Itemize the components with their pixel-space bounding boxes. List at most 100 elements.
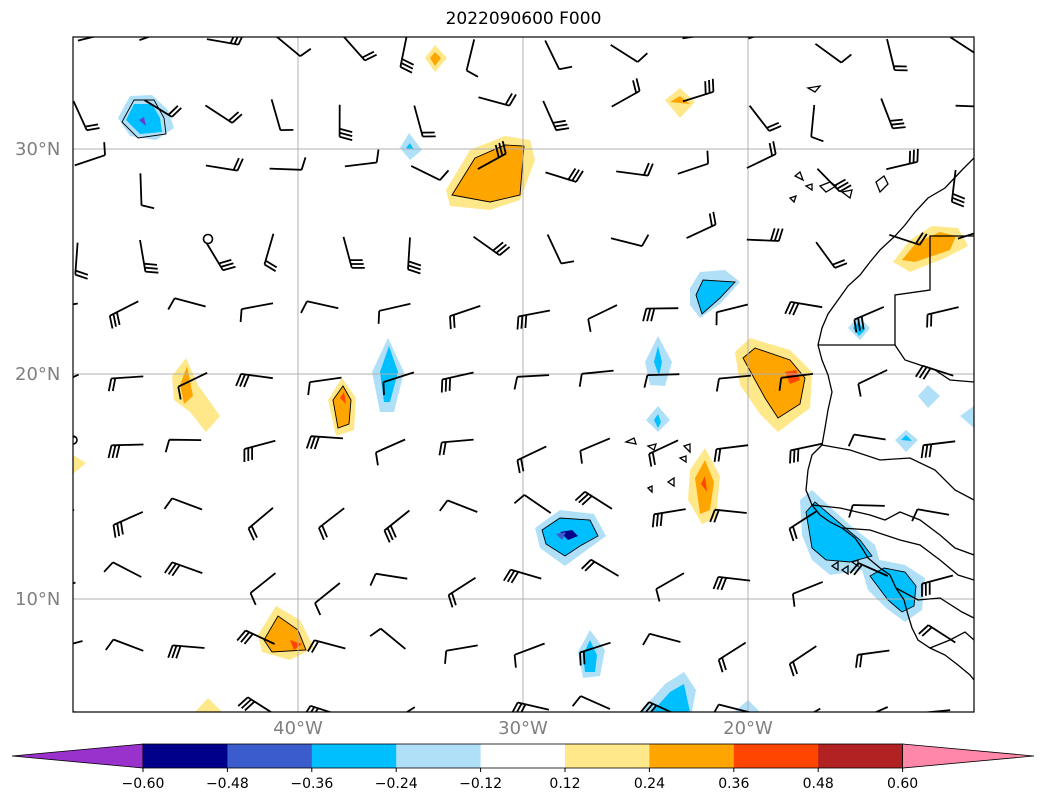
negative-anomaly-regions [118,95,974,712]
wind-barb [305,435,344,450]
wind-barb [112,511,144,538]
wind-barb [249,572,277,606]
wind-barb [746,228,784,242]
border-line [818,235,974,346]
wind-barb [849,562,889,577]
colorbar-tick-label: 0.12 [549,776,580,792]
wind-barb [713,703,750,712]
wind-barb [472,235,511,256]
colorbar-tick-label: −0.48 [206,776,249,792]
plot-frame [72,36,975,713]
anomaly-blob [73,455,86,474]
colorbar-tick-label: −0.24 [375,776,418,792]
wind-barb [300,300,339,314]
border-line [821,444,974,501]
colorbar-swatch [818,744,904,768]
anomaly-blob [654,346,662,376]
island [624,437,637,445]
wind-barb [369,572,408,586]
wind-barb [816,168,852,193]
island [875,175,889,194]
wind-barb [874,706,889,712]
wind-barb [239,302,274,323]
wind-barb [642,632,681,646]
wind-barb [709,508,747,523]
wind-barb [164,438,202,453]
wind-barb [410,165,450,181]
colorbar-swatch [649,744,735,768]
island [666,476,675,488]
wind-barb [342,236,365,269]
wind-barb [375,438,406,466]
wind-barb [318,507,345,541]
lon-label: 30°W [498,718,548,739]
contour-lines [121,99,917,653]
wind-barb [715,303,749,326]
wind-barb [788,510,817,542]
wind-barb [438,438,474,456]
wind-barb [886,38,908,72]
lat-label: 30°N [15,139,60,160]
anomaly-blob [960,406,974,428]
wind-barb [949,37,974,54]
wind-barb [513,374,550,390]
wind-barb [571,695,611,710]
anomaly-blob [290,640,302,650]
wind-barb [715,374,751,392]
wind-barb [73,100,100,132]
anomaly-blob [902,232,956,262]
wind-barb [955,104,974,108]
wind-barb [544,40,573,71]
colorbar-tick-label: 0.48 [803,776,834,792]
wind-barb [73,711,76,712]
calm-wind-circle [202,233,214,245]
wind-barb [950,169,966,208]
wind-barb [107,375,144,392]
wind-barb [176,716,208,735]
wind-barb [247,507,274,541]
wind-barb [847,433,886,447]
wind-barb [338,104,353,141]
colorbar-tick-label: −0.36 [290,776,333,792]
latitude-labels: 30°N 20°N 10°N [15,139,60,610]
wind-barb [921,574,954,597]
anomaly-blob [333,386,351,428]
wind-barb [369,627,406,650]
calm-wind-circle [73,435,78,445]
wind-barb [915,364,954,380]
wind-barb [648,439,679,467]
wind-barb [889,232,928,246]
wind-barb [275,37,312,57]
wind-barb [610,44,648,63]
map-title: 2022090600 F000 [445,9,602,29]
wind-barb [74,242,89,280]
island [646,443,657,452]
colorbar-extend-min [11,743,144,769]
wind-barb [815,241,848,269]
colorbar-swatch [143,744,228,768]
wind-barb [107,443,144,459]
wind-barb [511,701,550,712]
colorbar-tick-label: −0.12 [459,776,502,792]
positive-anomaly-regions [73,45,968,712]
wind-barb [713,444,749,463]
island [788,194,798,204]
colorbar: −0.60 −0.48 −0.36 −0.24 −0.12 0.12 0.24 0.36 0.4… [11,743,1035,792]
wind-barb [307,639,346,653]
wind-barb [746,141,777,169]
wind-barb [205,157,244,172]
wind-barb [643,373,680,388]
wind-barb [77,37,97,42]
wind-barb [748,37,756,40]
wind-barb [957,232,974,240]
wind-barb [269,157,307,171]
wind-barb [405,706,416,712]
wind-barb [447,576,476,608]
wind-barb [642,307,679,322]
wind-barb [748,105,782,132]
wind-barb [574,490,613,510]
wind-barb [343,37,377,62]
wind-barb [611,78,641,108]
colorbar-swatch [480,744,566,768]
island [646,484,653,494]
